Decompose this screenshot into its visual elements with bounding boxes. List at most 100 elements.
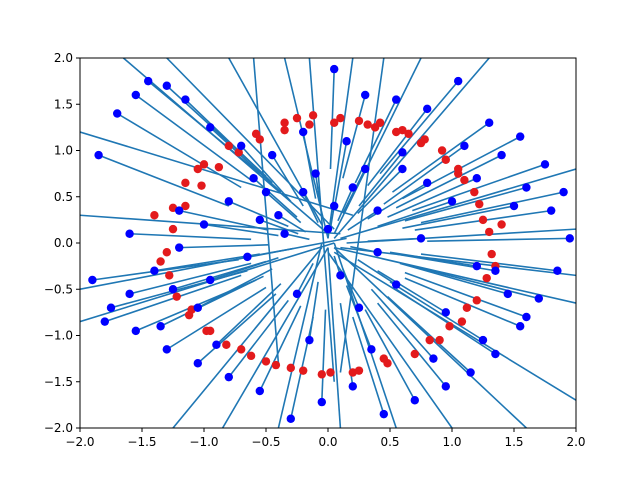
- blue-point-75: [342, 137, 351, 146]
- blue-point-43: [224, 197, 233, 206]
- blue-point-22: [516, 322, 525, 331]
- long-line-segment-1: [80, 214, 341, 235]
- blue-point-14: [454, 76, 463, 86]
- blue-point-19: [565, 234, 574, 243]
- blue-point-56: [547, 206, 556, 215]
- blue-point-66: [212, 340, 221, 349]
- blue-segment-41: [179, 244, 269, 249]
- blue-point-63: [503, 289, 512, 299]
- x-axis-ticks: −2.0 −1.5 −1.0 −0.5 0.0 0.5 1.0 1.5 2.0: [65, 428, 586, 449]
- blue-segment-21: [412, 265, 539, 300]
- blue-segment-9: [302, 131, 317, 199]
- blue-segment-61: [367, 237, 422, 242]
- long-line-segment-15: [333, 251, 576, 401]
- x-tick-label-3: −0.5: [251, 435, 280, 449]
- red-point-66: [370, 123, 380, 132]
- blue-point-1: [113, 109, 122, 118]
- blue-segment-29: [321, 309, 327, 403]
- blue-segment-33: [197, 293, 277, 364]
- blue-point-5: [181, 95, 190, 104]
- blue-point-88: [311, 169, 320, 178]
- blue-point-31: [255, 386, 264, 396]
- blue-segment-44: [253, 177, 298, 218]
- blue-point-4: [162, 81, 171, 90]
- blue-point-57: [243, 252, 252, 262]
- blue-point-89: [361, 164, 370, 174]
- red-point-56: [379, 354, 388, 363]
- red-point-40: [392, 127, 401, 137]
- blue-segment-82: [259, 219, 299, 235]
- long-line-segment-11: [340, 168, 576, 240]
- blue-point-24: [466, 368, 475, 377]
- blue-point-83: [441, 308, 450, 317]
- blue-segment-60: [350, 245, 378, 254]
- blue-segment-50: [357, 168, 403, 214]
- red-point-15: [181, 201, 190, 211]
- blue-point-2: [131, 90, 140, 100]
- blue-point-52: [447, 197, 457, 206]
- red-point-59: [237, 345, 246, 354]
- blue-segment-11: [342, 94, 366, 179]
- blue-segment-49: [347, 209, 379, 231]
- red-point-18: [165, 271, 174, 280]
- blue-point-6: [206, 123, 215, 132]
- blue-point-7: [237, 141, 246, 151]
- blue-segment-27: [352, 316, 385, 415]
- blue-segment-68: [345, 285, 373, 350]
- red-point-1: [470, 187, 479, 197]
- blue-segment-52: [377, 200, 453, 228]
- red-point-32: [472, 296, 481, 305]
- blue-point-81: [392, 280, 401, 289]
- red-point-39: [416, 138, 426, 148]
- y-tick-label-2: −1.0: [44, 329, 73, 343]
- red-point-12: [234, 148, 243, 157]
- blue-point-59: [336, 271, 345, 280]
- blue-segment-14: [379, 80, 459, 175]
- red-point-41: [363, 120, 372, 129]
- blue-segment-84: [209, 257, 279, 281]
- blue-point-28: [348, 382, 357, 391]
- blue-segment-32: [228, 299, 289, 378]
- red-point-9: [305, 120, 314, 129]
- blue-segment-48: [337, 187, 354, 222]
- red-point-23: [246, 351, 256, 361]
- long-line-segment-10: [333, 58, 490, 239]
- blue-segment-65: [160, 275, 264, 327]
- red-point-51: [445, 322, 454, 331]
- blue-point-36: [106, 303, 116, 312]
- blue-segment-40: [154, 253, 260, 272]
- blue-segment-78: [402, 205, 515, 229]
- blue-point-82: [255, 215, 264, 225]
- red-point-60: [497, 220, 506, 229]
- blue-segment-25: [376, 302, 447, 387]
- blue-point-23: [491, 349, 500, 359]
- blue-segment-15: [392, 122, 490, 193]
- blue-point-18: [559, 187, 568, 197]
- blue-segment-70: [389, 281, 484, 341]
- x-tick-label-6: 1.0: [442, 435, 461, 449]
- blue-segment-5: [184, 99, 273, 184]
- red-point-17: [162, 248, 171, 257]
- blue-segment-6: [209, 126, 282, 193]
- x-tick-label-8: 2.0: [566, 435, 585, 449]
- blue-point-80: [354, 303, 364, 312]
- blue-segment-0: [98, 154, 230, 207]
- blue-point-27: [379, 409, 388, 419]
- blue-segment-57: [247, 247, 294, 258]
- blue-point-33: [193, 359, 202, 368]
- red-point-69: [193, 164, 202, 174]
- red-point-48: [181, 178, 190, 188]
- blue-point-58: [280, 229, 289, 238]
- blue-segment-31: [259, 305, 302, 392]
- blue-segment-45: [277, 214, 307, 233]
- red-point-65: [261, 357, 271, 366]
- blue-point-30: [286, 414, 295, 423]
- red-point-35: [485, 227, 494, 237]
- blue-segment-62: [389, 251, 477, 267]
- blue-point-10: [330, 64, 339, 74]
- blue-segment-83: [377, 270, 447, 314]
- red-point-67: [292, 113, 302, 123]
- red-point-45: [251, 129, 261, 139]
- blue-point-16: [516, 132, 525, 141]
- long-line-segment-14: [334, 246, 576, 304]
